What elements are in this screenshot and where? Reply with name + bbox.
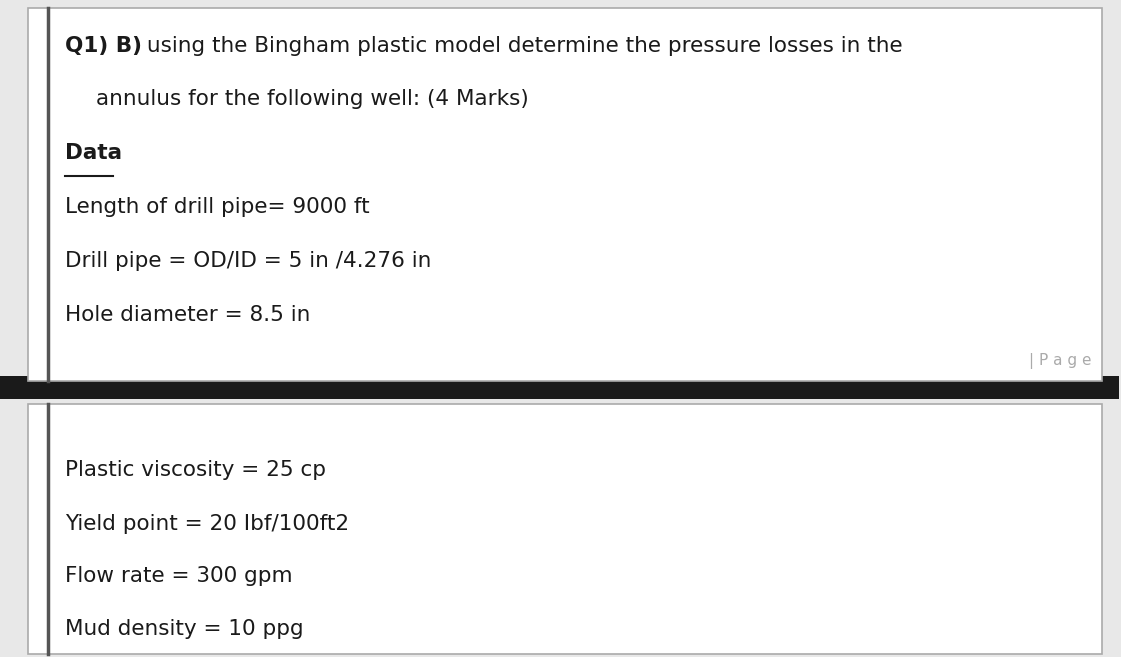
- Text: Drill pipe = OD/ID = 5 in /4.276 in: Drill pipe = OD/ID = 5 in /4.276 in: [65, 251, 432, 271]
- FancyBboxPatch shape: [28, 404, 1102, 654]
- Text: Q1) B): Q1) B): [65, 36, 142, 56]
- Text: Yield point = 20 Ibf/100ft2: Yield point = 20 Ibf/100ft2: [65, 514, 349, 533]
- Text: Flow rate = 300 gpm: Flow rate = 300 gpm: [65, 566, 293, 586]
- Text: Length of drill pipe= 9000 ft: Length of drill pipe= 9000 ft: [65, 197, 370, 217]
- FancyBboxPatch shape: [0, 376, 1119, 399]
- Text: annulus for the following well: (4 Marks): annulus for the following well: (4 Marks…: [96, 89, 529, 108]
- Text: using the Bingham plastic model determine the pressure losses in the: using the Bingham plastic model determin…: [140, 36, 902, 56]
- Text: Plastic viscosity = 25 cp: Plastic viscosity = 25 cp: [65, 460, 326, 480]
- Text: | P a g e: | P a g e: [1029, 353, 1092, 369]
- Text: Data: Data: [65, 143, 122, 163]
- Text: Mud density = 10 ppg: Mud density = 10 ppg: [65, 619, 304, 639]
- FancyBboxPatch shape: [28, 8, 1102, 381]
- Text: Hole diameter = 8.5 in: Hole diameter = 8.5 in: [65, 305, 311, 325]
